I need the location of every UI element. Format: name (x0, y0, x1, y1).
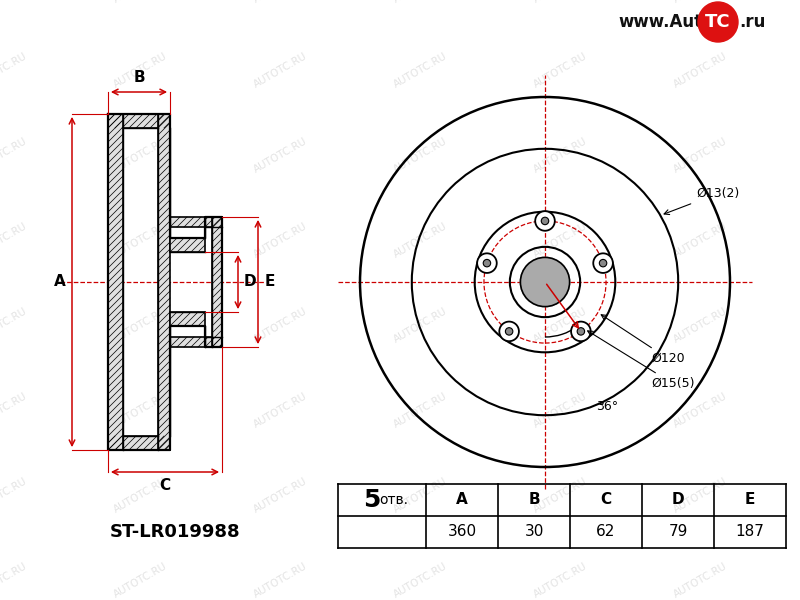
Text: AUTOTC.RU: AUTOTC.RU (0, 50, 29, 89)
Text: AUTOTC.RU: AUTOTC.RU (251, 136, 309, 175)
Text: Ø120: Ø120 (602, 315, 685, 365)
Text: AUTOTC.RU: AUTOTC.RU (531, 560, 589, 599)
Circle shape (577, 328, 585, 335)
Text: ST-LR019988: ST-LR019988 (110, 523, 240, 541)
Text: AUTOTC.RU: AUTOTC.RU (251, 305, 309, 344)
Text: C: C (601, 493, 611, 508)
Polygon shape (170, 312, 205, 326)
Polygon shape (108, 114, 123, 450)
Circle shape (594, 253, 613, 273)
Text: E: E (745, 493, 755, 508)
Text: AUTOTC.RU: AUTOTC.RU (531, 476, 589, 514)
Text: www.Auto: www.Auto (618, 13, 714, 31)
Text: AUTOTC.RU: AUTOTC.RU (111, 560, 169, 599)
Text: AUTOTC.RU: AUTOTC.RU (391, 391, 449, 430)
Text: AUTOTC.RU: AUTOTC.RU (111, 476, 169, 514)
Text: AUTOTC.RU: AUTOTC.RU (0, 0, 29, 4)
Text: Ø13(2): Ø13(2) (664, 187, 739, 215)
Text: AUTOTC.RU: AUTOTC.RU (111, 305, 169, 344)
Text: AUTOTC.RU: AUTOTC.RU (0, 476, 29, 514)
Text: 30: 30 (524, 524, 544, 539)
Circle shape (698, 2, 738, 42)
Text: AUTOTC.RU: AUTOTC.RU (671, 136, 729, 175)
Text: 79: 79 (668, 524, 688, 539)
Text: AUTOTC.RU: AUTOTC.RU (391, 221, 449, 259)
Text: AUTOTC.RU: AUTOTC.RU (531, 305, 589, 344)
Text: AUTOTC.RU: AUTOTC.RU (0, 136, 29, 175)
Text: AUTOTC.RU: AUTOTC.RU (391, 0, 449, 4)
Text: AUTOTC.RU: AUTOTC.RU (251, 476, 309, 514)
Text: Ø15(5): Ø15(5) (588, 331, 694, 390)
Circle shape (499, 322, 519, 341)
Text: AUTOTC.RU: AUTOTC.RU (0, 305, 29, 344)
Text: 5: 5 (363, 488, 381, 512)
Text: AUTOTC.RU: AUTOTC.RU (111, 50, 169, 89)
Polygon shape (170, 238, 205, 252)
Polygon shape (108, 436, 170, 450)
Text: B: B (133, 70, 145, 85)
Text: AUTOTC.RU: AUTOTC.RU (251, 391, 309, 430)
Text: AUTOTC.RU: AUTOTC.RU (111, 0, 169, 4)
Polygon shape (212, 217, 222, 347)
Circle shape (571, 322, 590, 341)
Text: .ru: .ru (739, 13, 766, 31)
Text: AUTOTC.RU: AUTOTC.RU (0, 221, 29, 259)
Text: A: A (456, 493, 468, 508)
Text: отв.: отв. (379, 493, 409, 507)
Text: AUTOTC.RU: AUTOTC.RU (0, 560, 29, 599)
Circle shape (506, 328, 513, 335)
Text: AUTOTC.RU: AUTOTC.RU (251, 560, 309, 599)
Text: AUTOTC.RU: AUTOTC.RU (671, 560, 729, 599)
Text: AUTOTC.RU: AUTOTC.RU (671, 391, 729, 430)
Text: AUTOTC.RU: AUTOTC.RU (531, 221, 589, 259)
Circle shape (483, 259, 490, 267)
Polygon shape (170, 337, 222, 347)
Text: AUTOTC.RU: AUTOTC.RU (391, 136, 449, 175)
Circle shape (535, 211, 555, 231)
Text: 62: 62 (596, 524, 616, 539)
Text: AUTOTC.RU: AUTOTC.RU (671, 476, 729, 514)
Text: AUTOTC.RU: AUTOTC.RU (251, 221, 309, 259)
Text: E: E (265, 275, 275, 289)
Circle shape (477, 253, 497, 273)
Text: AUTOTC.RU: AUTOTC.RU (531, 391, 589, 430)
Text: AUTOTC.RU: AUTOTC.RU (531, 50, 589, 89)
Text: D: D (244, 275, 256, 289)
Text: TC: TC (705, 13, 731, 31)
Circle shape (520, 257, 570, 307)
Text: D: D (672, 493, 684, 508)
Text: A: A (54, 275, 66, 289)
Text: AUTOTC.RU: AUTOTC.RU (671, 50, 729, 89)
Text: 360: 360 (447, 524, 477, 539)
Polygon shape (158, 114, 170, 450)
Text: B: B (528, 493, 540, 508)
Text: AUTOTC.RU: AUTOTC.RU (671, 221, 729, 259)
Text: AUTOTC.RU: AUTOTC.RU (531, 0, 589, 4)
Text: AUTOTC.RU: AUTOTC.RU (391, 560, 449, 599)
Text: AUTOTC.RU: AUTOTC.RU (111, 136, 169, 175)
Circle shape (542, 217, 549, 224)
Text: AUTOTC.RU: AUTOTC.RU (391, 50, 449, 89)
Text: 36°: 36° (596, 401, 618, 413)
Text: AUTOTC.RU: AUTOTC.RU (251, 50, 309, 89)
Text: AUTOTC.RU: AUTOTC.RU (531, 136, 589, 175)
Text: AUTOTC.RU: AUTOTC.RU (111, 391, 169, 430)
Text: AUTOTC.RU: AUTOTC.RU (111, 221, 169, 259)
Text: AUTOTC.RU: AUTOTC.RU (671, 305, 729, 344)
Text: AUTOTC.RU: AUTOTC.RU (391, 476, 449, 514)
Text: 187: 187 (735, 524, 765, 539)
Circle shape (599, 259, 606, 267)
Text: AUTOTC.RU: AUTOTC.RU (0, 391, 29, 430)
Text: AUTOTC.RU: AUTOTC.RU (251, 0, 309, 4)
Text: AUTOTC.RU: AUTOTC.RU (671, 0, 729, 4)
Text: AUTOTC.RU: AUTOTC.RU (391, 305, 449, 344)
Polygon shape (108, 114, 170, 128)
Text: C: C (159, 479, 170, 493)
Polygon shape (170, 217, 222, 227)
